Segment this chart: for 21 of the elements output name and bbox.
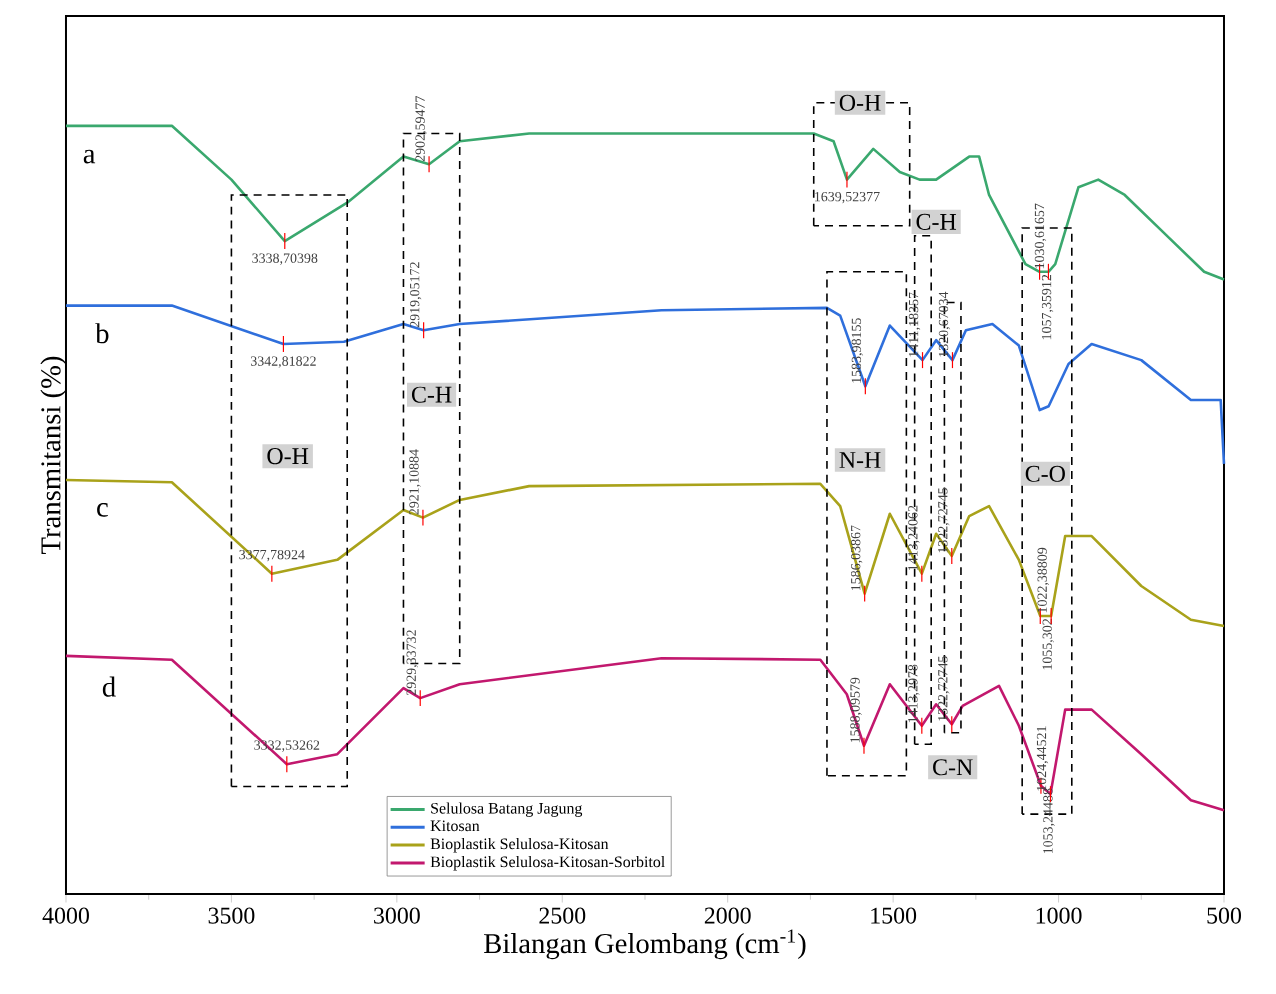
x-tick-label: 3500 <box>208 907 255 924</box>
text: O-H <box>839 94 881 111</box>
annotation: d <box>102 676 116 697</box>
annotation: C-H <box>411 386 452 403</box>
annotation: O-H <box>267 448 309 465</box>
x-tick-label: 1500 <box>871 907 917 924</box>
y-axis-title: Transmitansi (%) <box>40 356 67 554</box>
x-tick-label: 2000 <box>704 907 751 924</box>
x-tick-label: 3000 <box>374 907 420 924</box>
annotation: c <box>97 503 108 517</box>
annotation: b <box>95 323 109 344</box>
x-tick-label: 4000 <box>42 907 89 924</box>
annotation: C-N <box>933 759 973 776</box>
annotation: C-H <box>916 213 957 230</box>
x-tick-label: 500 <box>1207 907 1241 924</box>
x-tick-label: 1000 <box>1036 907 1082 924</box>
annotation: N-H <box>839 452 881 468</box>
x-axis-title: Bilangan Gelombang (cm$^{-1}$) <box>484 929 806 960</box>
annotation: a <box>83 149 96 164</box>
annotation: C-O <box>1025 465 1065 482</box>
x-tick-label: 2500 <box>539 907 586 924</box>
